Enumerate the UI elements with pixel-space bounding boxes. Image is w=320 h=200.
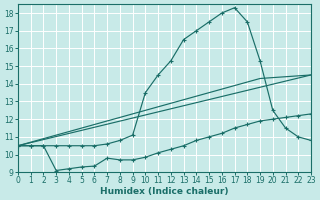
X-axis label: Humidex (Indice chaleur): Humidex (Indice chaleur) (100, 187, 229, 196)
